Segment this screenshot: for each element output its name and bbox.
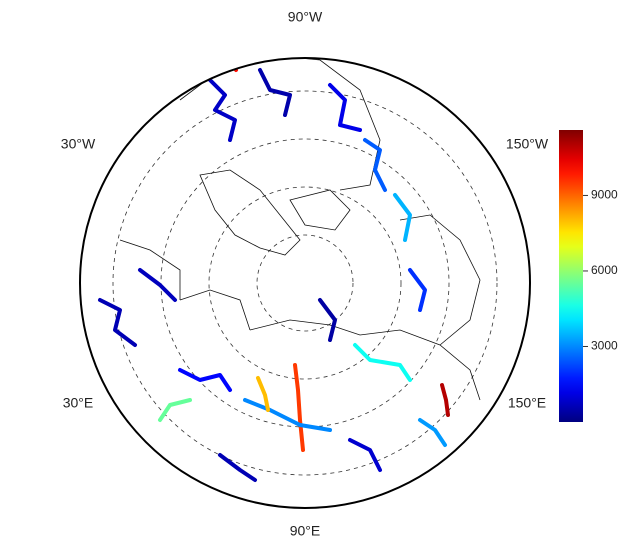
river: [208, 78, 237, 142]
river: [440, 383, 450, 417]
river: [293, 363, 305, 452]
colorbar-tick-label: 6000: [591, 263, 618, 277]
river: [328, 83, 362, 132]
lon-label: 30°E: [63, 395, 94, 411]
river: [258, 68, 292, 117]
lon-label: 90°E: [290, 523, 321, 539]
river: [348, 438, 382, 472]
colorbar-tick-label: 3000: [591, 339, 618, 353]
river: [243, 398, 332, 432]
river: [363, 138, 387, 192]
river: [138, 268, 177, 302]
river: [178, 368, 232, 392]
river: [393, 193, 412, 242]
river: [218, 453, 257, 482]
map-border: [79, 57, 531, 509]
river: [408, 268, 427, 312]
graticule: [112, 90, 498, 476]
lon-label: 90°W: [288, 9, 323, 25]
river: [98, 298, 137, 347]
river: [158, 398, 192, 422]
colorbar-tick-label: 9000: [591, 188, 618, 202]
river: [256, 376, 270, 412]
river: [418, 418, 447, 447]
coastline: [119, 58, 481, 401]
lon-label: 150°E: [508, 395, 546, 411]
lon-label: 150°W: [506, 136, 549, 152]
river: [353, 343, 412, 382]
river: [318, 298, 337, 342]
colorbar: [559, 130, 583, 422]
lon-label: 30°W: [61, 136, 96, 152]
